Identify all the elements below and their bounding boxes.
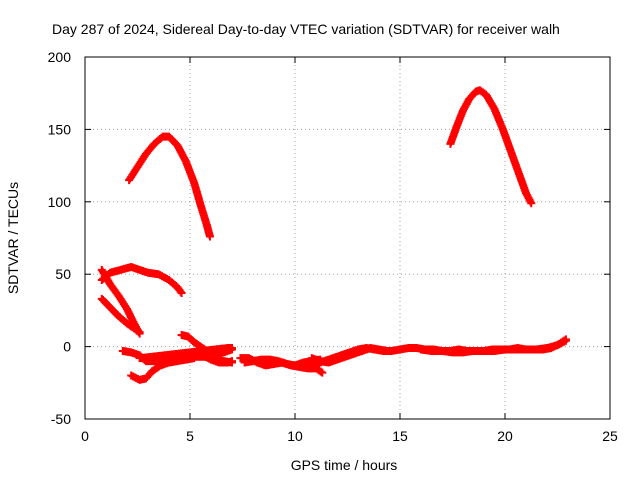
y-axis-label: SDTVAR / TECUs (5, 182, 21, 294)
series-arc-14 (312, 344, 404, 368)
series-arc-5 (97, 294, 144, 337)
data-marks (97, 86, 570, 384)
x-tick-label: 5 (186, 428, 194, 444)
axis-ticks: 0 5 10 15 20 25 -50 0 50 100 150 200 (48, 49, 618, 444)
y-tick-label: 50 (55, 266, 71, 282)
data-point (561, 336, 570, 345)
x-tick-label: 25 (602, 428, 618, 444)
data-point (135, 328, 144, 337)
y-tick-label: -50 (51, 411, 71, 427)
data-point (228, 357, 236, 366)
x-tick-label: 15 (392, 428, 408, 444)
grid-lines (85, 57, 610, 419)
data-point (176, 287, 185, 296)
y-tick-label: 0 (63, 339, 71, 355)
series-arc-2 (446, 86, 536, 208)
data-point (316, 367, 325, 376)
series-arc-7 (127, 354, 199, 384)
data-point (527, 199, 536, 208)
chart-title: Day 287 of 2024, Sidereal Day-to-day VTE… (52, 21, 560, 37)
plot-frame (84, 56, 611, 420)
series-arc-9 (135, 344, 236, 363)
series-arc-4 (97, 265, 144, 338)
x-tick-label: 0 (81, 428, 89, 444)
data-point (318, 368, 327, 377)
data-point (205, 232, 214, 241)
x-tick-label: 10 (287, 428, 303, 444)
y-tick-label: 100 (48, 194, 72, 210)
y-tick-label: 150 (48, 121, 72, 137)
data-point (228, 344, 236, 353)
x-tick-label: 20 (497, 428, 513, 444)
y-tick-label: 200 (48, 49, 72, 65)
data-point (177, 289, 186, 298)
series-arc-1 (125, 132, 214, 241)
series-arc-10 (198, 351, 236, 367)
x-axis-label: GPS time / hours (291, 457, 398, 473)
series-arc-16 (417, 336, 570, 357)
